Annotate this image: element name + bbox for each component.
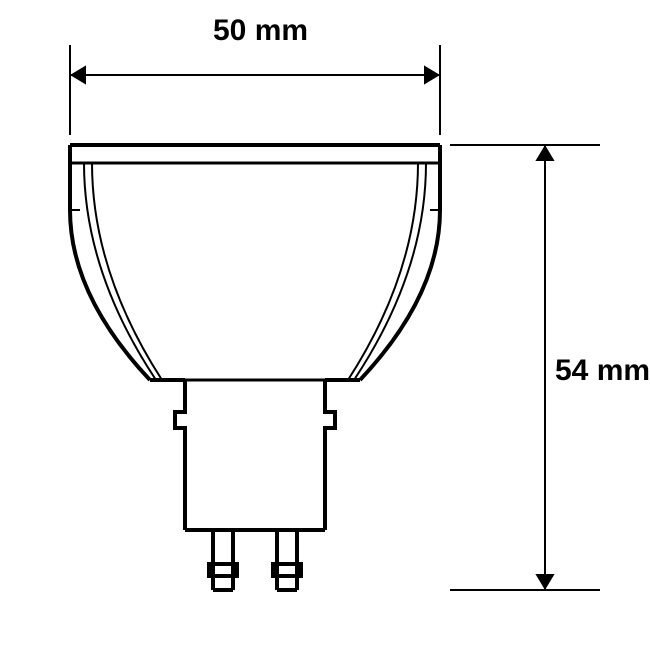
width-label: 50 mm <box>213 14 308 47</box>
bulb-dimension-diagram: 50 mm 54 mm <box>0 0 650 650</box>
height-label: 54 mm <box>555 354 650 387</box>
